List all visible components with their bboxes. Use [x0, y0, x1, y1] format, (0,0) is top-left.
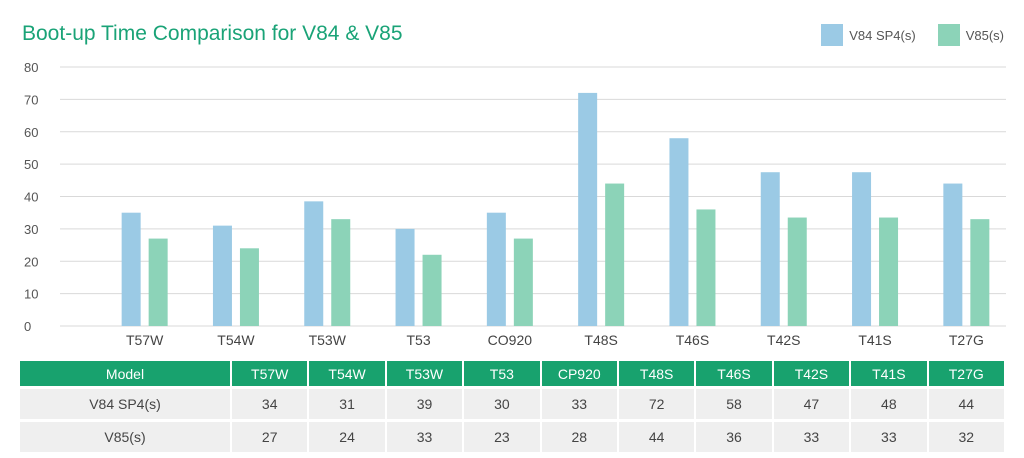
table-cell: 36	[696, 422, 772, 452]
y-tick-label: 40	[24, 190, 38, 205]
bar-v84	[578, 92, 598, 327]
y-tick-label: 30	[24, 222, 38, 237]
y-tick-label: 50	[24, 157, 38, 172]
table-header-row: Model T57W T54W T53W T53 CP920 T48S T46S…	[20, 361, 1004, 386]
table-header-cell: T42S	[773, 361, 850, 386]
bar-v84	[395, 228, 415, 326]
chart-title: Boot-up Time Comparison for V84 & V85	[22, 22, 403, 45]
table-cell: 28	[541, 422, 617, 452]
table-cell: 33	[386, 422, 463, 452]
table-header-cell: T27G	[928, 361, 1004, 386]
y-tick-label: 80	[24, 60, 38, 75]
bar-v85	[696, 209, 716, 326]
table-cell: 24	[309, 422, 385, 452]
table-cell: 31	[309, 389, 385, 419]
table-header-cell: T57W	[232, 361, 308, 386]
bar-v84	[669, 138, 689, 326]
x-tick-label: T41S	[858, 332, 891, 348]
x-tick-label: T42S	[767, 332, 800, 348]
table-cell: 32	[928, 422, 1004, 452]
bar-v84	[304, 201, 324, 326]
legend-item-v85: V85(s)	[937, 24, 1004, 46]
table-header-cell: T48S	[618, 361, 695, 386]
bar-v84	[212, 225, 232, 326]
bar-v84	[121, 212, 141, 326]
legend-label-v84: V84 SP4(s)	[849, 27, 916, 43]
table-header-cell: T41S	[851, 361, 927, 386]
table-cell: 47	[773, 389, 850, 419]
table-cell: 58	[696, 389, 772, 419]
bar-v85	[605, 183, 625, 326]
bar-v85	[239, 248, 259, 326]
bar-v85	[513, 238, 533, 326]
y-tick-label: 70	[24, 92, 38, 107]
table-header-cell: Model	[20, 361, 230, 386]
table-header-cell: T53	[464, 361, 540, 386]
table-cell: 72	[618, 389, 695, 419]
x-tick-label: T46S	[676, 332, 709, 348]
x-tick-label: T27G	[949, 332, 984, 348]
bar-v85	[331, 219, 351, 326]
table-header-cell: T53W	[386, 361, 463, 386]
x-tick-label: T57W	[126, 332, 164, 348]
table-cell: 39	[386, 389, 463, 419]
y-tick-label: 60	[24, 125, 38, 140]
table-cell: 44	[928, 389, 1004, 419]
bar-v85	[879, 217, 899, 326]
bar-v84	[760, 172, 780, 326]
table-header-cell: T54W	[309, 361, 385, 386]
table-cell: 33	[541, 389, 617, 419]
legend-label-v85: V85(s)	[965, 27, 1004, 43]
table-cell: 33	[851, 422, 927, 452]
bar-v84	[943, 183, 963, 326]
bar-v85	[422, 254, 442, 326]
legend-swatch-v84	[821, 24, 844, 46]
table-cell: 44	[618, 422, 695, 452]
table-cell: 34	[232, 389, 308, 419]
bar-v85	[970, 219, 990, 326]
table-header-cell: T46S	[696, 361, 772, 386]
table-cell: 27	[232, 422, 308, 452]
table-header-cell: CP920	[541, 361, 617, 386]
legend-swatch-v85	[937, 24, 960, 46]
bar-v84	[852, 172, 872, 326]
table-cell: 33	[773, 422, 850, 452]
y-tick-label: 10	[24, 287, 38, 302]
x-tick-label: T53W	[309, 332, 347, 348]
y-tick-label: 20	[24, 254, 38, 269]
bar-v84	[486, 212, 506, 326]
table-row-header: V84 SP4(s)	[20, 389, 230, 419]
legend-item-v84: V84 SP4(s)	[821, 24, 916, 46]
table-cell: 48	[851, 389, 927, 419]
table-row: V85(s) 27 24 33 23 28 44 36 33 33 32	[20, 422, 1004, 452]
y-tick-label: 0	[24, 319, 31, 334]
table-cell: 23	[464, 422, 540, 452]
bar-v85	[148, 238, 168, 326]
bar-chart: 0 10 20 30 40 50 60 70 80 T57W T54W T53W T53 CO920 T48…	[24, 60, 1006, 348]
bar-v85	[787, 217, 807, 326]
table-row-header: V85(s)	[20, 422, 230, 452]
table-row: V84 SP4(s) 34 31 39 30 33 72 58 47 48 44	[20, 389, 1004, 419]
legend: V84 SP4(s) V85(s)	[821, 24, 1004, 46]
x-tick-label: T54W	[217, 332, 255, 348]
x-tick-label: T53	[406, 332, 430, 348]
table-cell: 30	[464, 389, 540, 419]
data-table: Model T57W T54W T53W T53 CP920 T48S T46S…	[18, 358, 1006, 455]
x-tick-label: T48S	[584, 332, 617, 348]
x-tick-label: CO920	[488, 332, 533, 348]
